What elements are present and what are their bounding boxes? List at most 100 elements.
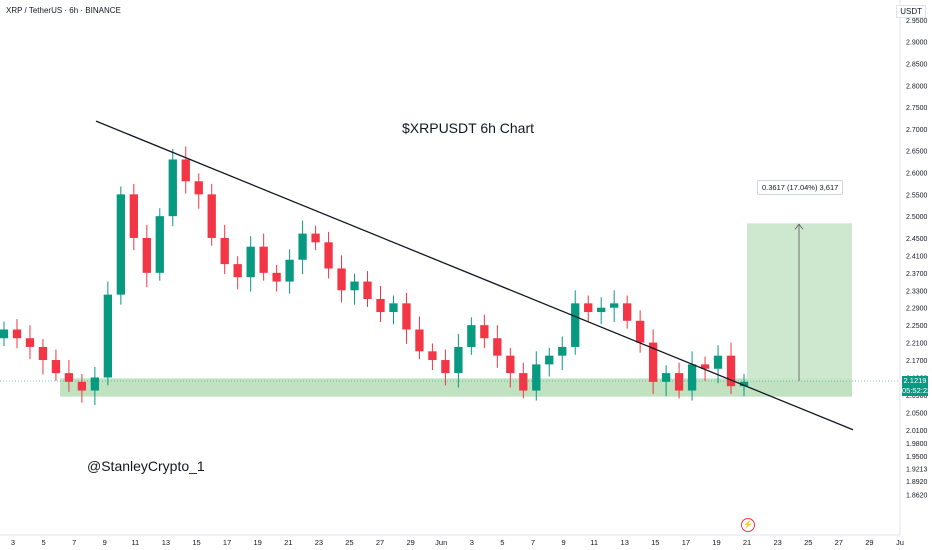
candle-body (519, 373, 528, 391)
candle-body (116, 194, 125, 295)
y-tick-label: 2.5500 (906, 192, 928, 199)
y-tick-label: 1.8920 (906, 479, 928, 486)
y-tick-label: 2.4500 (906, 236, 928, 243)
candle-body (350, 281, 359, 291)
x-tick-label: 17 (682, 538, 690, 547)
candle-body (467, 325, 476, 347)
candle-body (38, 346, 48, 361)
candle-body (168, 159, 177, 217)
candle-body (441, 360, 450, 374)
last-price-tag: 2.1219 (902, 376, 928, 386)
y-tick-label: 1.8620 (906, 492, 928, 499)
y-tick-label: 1.9800 (906, 441, 928, 448)
y-tick-label: 2.3700 (906, 271, 928, 278)
candle-body (687, 364, 697, 391)
x-tick-label: 9 (103, 538, 107, 547)
target-box (747, 223, 852, 381)
x-tick-label: 29 (406, 538, 414, 547)
y-tick-label: 2.5000 (906, 214, 928, 221)
candle-body (194, 181, 203, 195)
descending-trendline (95, 120, 854, 431)
chart-title: $XRPUSDT 6h Chart (402, 120, 535, 136)
candle-body (428, 351, 437, 361)
y-tick-label: 2.7000 (906, 127, 928, 134)
candle-body (376, 298, 385, 313)
countdown-tag: 05:52:22 (902, 386, 932, 396)
x-tick-label: 5 (500, 538, 504, 547)
y-tick-label: 2.2900 (906, 306, 928, 313)
candle-body (674, 373, 684, 391)
y-tick-label: 2.0900 (906, 393, 928, 400)
candle-body (480, 325, 489, 339)
y-tick-label: 2.3300 (906, 288, 928, 295)
candle-body (363, 281, 372, 299)
y-tick-label: 1.9213 (906, 466, 928, 473)
x-tick-label: 15 (192, 538, 200, 547)
x-tick-label: 13 (162, 538, 170, 547)
x-tick-label: 7 (72, 538, 76, 547)
candle-body (545, 355, 554, 365)
candle-body (90, 377, 100, 391)
candle-body (220, 237, 229, 265)
y-tick-label: 2.2500 (906, 323, 928, 330)
symbol-header[interactable]: XRP / TetherUS · 6h · BINANCE (6, 6, 121, 15)
lightning-icon[interactable]: ⚡ (741, 518, 755, 532)
y-tick-label: 2.6500 (906, 149, 928, 156)
candle-body (77, 381, 87, 391)
candle-body (103, 294, 113, 378)
y-tick-label: 2.1700 (906, 358, 928, 365)
candle-body (51, 360, 61, 374)
candle-body (597, 307, 606, 313)
support-zone (60, 378, 852, 397)
candle-body (233, 264, 242, 278)
x-tick-label: 25 (345, 538, 353, 547)
x-tick-label: Jun (435, 538, 447, 547)
candle-body (635, 320, 645, 343)
candle-body (584, 303, 593, 313)
candle-body (402, 303, 411, 330)
x-tick-label: Ju (896, 538, 904, 547)
candle-body (155, 216, 164, 273)
x-tick-label: 11 (590, 538, 598, 547)
candle-body (623, 303, 632, 321)
candle-body (337, 268, 346, 291)
x-tick-label: 3 (470, 538, 474, 547)
candle-body (739, 381, 749, 387)
candle-body (207, 194, 216, 238)
y-tick-label: 2.4100 (906, 253, 928, 260)
x-tick-label: 21 (743, 538, 751, 547)
x-tick-label: 17 (223, 538, 231, 547)
candle-body (558, 346, 567, 356)
y-tick-label: 2.8000 (906, 83, 928, 90)
y-tick-label: 1.9500 (906, 454, 928, 461)
x-tick-label: 25 (804, 538, 812, 547)
x-tick-label: 13 (621, 538, 629, 547)
x-tick-label: 7 (531, 538, 535, 547)
candle-body (493, 338, 502, 356)
candle-body (0, 329, 9, 339)
y-tick-label: 2.6000 (906, 171, 928, 178)
candle-body (272, 272, 281, 282)
candle-body (142, 237, 151, 273)
x-tick-label: 3 (11, 538, 15, 547)
x-tick-label: 23 (773, 538, 781, 547)
candle-body (298, 233, 307, 260)
candle-body (129, 194, 138, 238)
candle-body (415, 329, 424, 352)
measure-label: 0.3617 (17.04%) 3,617 (757, 180, 844, 195)
candle-body (700, 364, 710, 369)
candle-body (726, 355, 736, 387)
candle-body (571, 303, 580, 347)
x-tick-label: 19 (712, 538, 720, 547)
watermark: @StanleyCrypto_1 (87, 458, 205, 474)
x-tick-label: 23 (315, 538, 323, 547)
candle-body (285, 259, 294, 282)
candle-body (389, 303, 398, 313)
x-tick-label: 9 (561, 538, 565, 547)
currency-unit[interactable]: USDT (896, 5, 926, 18)
candle-body (25, 338, 35, 347)
y-tick-label: 2.0500 (906, 410, 928, 417)
candle-body (661, 373, 671, 382)
y-tick-label: 2.2100 (906, 341, 928, 348)
